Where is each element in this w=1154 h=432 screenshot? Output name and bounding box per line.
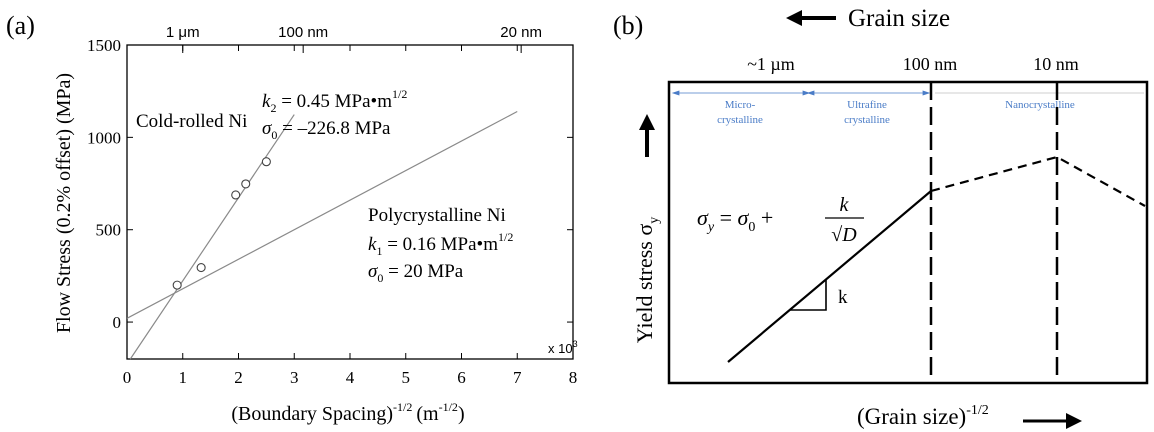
nano-dashed-line [930, 155, 1146, 207]
panel-b: (b) Grain size ~1 µm 100 nm 10 nm Micro-… [613, 5, 1149, 429]
data-points [172, 157, 271, 290]
region-ultrafine-1: Ultrafine [847, 99, 887, 111]
slope-label: k [838, 287, 848, 308]
svg-text:σy = σ0 +: σy = σ0 + [697, 205, 773, 235]
fit-lines [126, 110, 518, 360]
top-tick-label: 100 nm [278, 24, 328, 41]
x-tick-label: 2 [234, 368, 243, 387]
data-point [241, 179, 251, 189]
x-tick-label: 3 [290, 368, 299, 387]
k2-annotation: k2 = 0.45 MPa•m1/2 [262, 87, 407, 115]
top-tick-label: 20 nm [500, 24, 542, 41]
region-micro-1: Micro- [725, 99, 756, 111]
cold-rolled-label: Cold-rolled Ni [136, 111, 247, 132]
marker-10nm: 10 nm [1033, 54, 1079, 74]
data-point [261, 157, 271, 167]
region-nano: Nanocrystalline [1005, 99, 1075, 111]
x-tick-label: 7 [513, 368, 522, 387]
x-axis-label: (Boundary Spacing)-1/2 (m-1/2) [231, 400, 464, 425]
fit-line [126, 110, 518, 319]
x-tick-label: 8 [569, 368, 578, 387]
top-axis-ticks: 1 μm 100 nm 20 nm [166, 24, 542, 53]
top-axis-label: Grain size [848, 5, 950, 32]
region-arrows [671, 90, 1144, 96]
y-axis-label: Flow Stress (0.2% offset) (MPa) [53, 73, 75, 333]
panel-a: (a) 0 1 2 3 4 5 6 7 8 0 500 1000 1500 1 μm 100 nm 20 … [6, 11, 578, 425]
region-micro-2: crystalline [717, 114, 763, 126]
x-multiplier: x 103 [548, 339, 578, 356]
panel-a-label: (a) [6, 11, 35, 40]
fit-line [129, 114, 295, 360]
polycrystalline-label: Polycrystalline Ni [368, 205, 506, 226]
y-axis-arrow [639, 114, 655, 157]
sigma0-cold-annotation: σ0 = –226.8 MPa [262, 118, 391, 142]
x-tick-label: 4 [346, 368, 355, 387]
svg-text:√D: √D [831, 224, 857, 246]
hall-petch-equation: σy = σ0 + k √D [697, 194, 864, 246]
panel-b-label: (b) [613, 11, 643, 40]
y-axis-ticks: 0 500 1000 1500 [87, 36, 573, 332]
svg-text:k: k [840, 194, 850, 216]
data-point [172, 280, 182, 290]
x-axis-label-b: (Grain size)-1/2 [857, 403, 989, 429]
hall-petch-line [727, 190, 932, 363]
x-axis-arrow [1023, 413, 1082, 429]
y-tick-label: 1000 [87, 128, 121, 147]
y-tick-label: 0 [113, 313, 122, 332]
data-point [196, 263, 206, 273]
region-ultrafine-2: crystalline [844, 114, 890, 126]
top-tick-label: 1 μm [166, 24, 200, 41]
y-tick-label: 1500 [87, 36, 121, 55]
y-axis-label-b: Yield stress σy [632, 217, 662, 343]
marker-1um: ~1 µm [747, 54, 795, 74]
k1-annotation: k1 = 0.16 MPa•m1/2 [368, 230, 513, 258]
data-point [231, 190, 241, 200]
x-tick-label: 6 [457, 368, 466, 387]
y-tick-label: 500 [96, 221, 122, 240]
x-tick-label: 5 [402, 368, 411, 387]
x-tick-label: 1 [179, 368, 188, 387]
slope-triangle [790, 280, 827, 311]
grain-size-arrow [786, 10, 836, 26]
x-tick-label: 0 [123, 368, 132, 387]
marker-100nm: 100 nm [903, 54, 958, 74]
sigma0-poly-annotation: σ0 = 20 MPa [368, 261, 464, 285]
plot-frame-b [667, 80, 1149, 385]
